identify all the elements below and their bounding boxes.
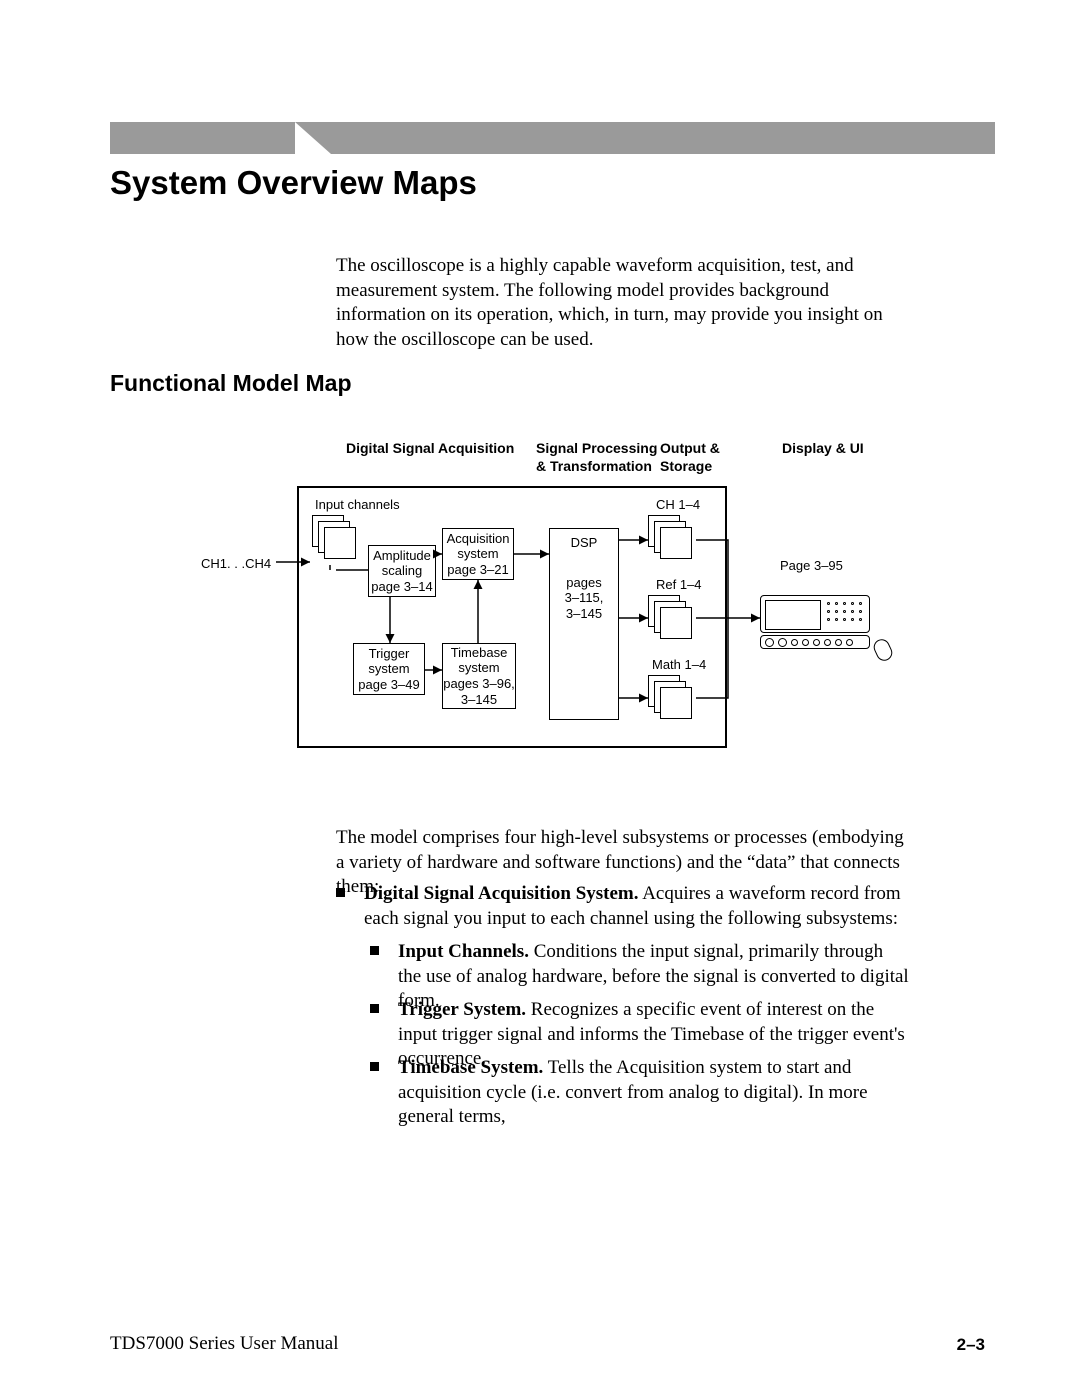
sub-bullet-timebase: Timebase System. Tells the Acquisition s… <box>370 1056 910 1130</box>
label-page395: Page 3–95 <box>780 558 843 574</box>
footer-left: TDS7000 Series User Manual <box>110 1333 339 1355</box>
dsp-title: DSP <box>552 535 616 551</box>
node-dsp: DSP pages 3–115, 3–145 <box>549 528 619 720</box>
input-stack-icon <box>312 515 356 559</box>
oscilloscope-icon <box>760 595 890 665</box>
square-bullet-icon <box>370 1004 379 1013</box>
node-trigger: Trigger system page 3–49 <box>353 643 425 695</box>
footer-page-number: 2–3 <box>957 1335 985 1355</box>
node-timebase: Timebase system pages 3–96, 3–145 <box>442 643 516 709</box>
label-math14: Math 1–4 <box>652 657 706 673</box>
square-bullet-icon <box>370 1062 379 1071</box>
square-bullet-icon <box>370 946 379 955</box>
header-notch <box>295 122 331 154</box>
header-band <box>110 122 995 154</box>
bullet-dsa: Digital Signal Acquisition System. Acqui… <box>336 882 906 931</box>
label-ch14: CH 1–4 <box>656 497 700 513</box>
section-title: Functional Model Map <box>110 370 352 397</box>
col-header-dui: Display & UI <box>782 440 864 458</box>
s2-bold: Trigger System. <box>398 999 526 1020</box>
ref14-stack-icon <box>648 595 692 639</box>
s3-bold: Timebase System. <box>398 1057 543 1078</box>
col-header-os: Output & Storage <box>660 440 720 475</box>
square-bullet-icon <box>336 888 345 897</box>
b1-bold: Digital Signal Acquisition System. <box>364 883 639 904</box>
col-header-spt: Signal Processing & Transformation <box>536 440 657 475</box>
s1-bold: Input Channels. <box>398 941 529 962</box>
page-title: System Overview Maps <box>110 164 477 202</box>
ch14-stack-icon <box>648 515 692 559</box>
math14-stack-icon <box>648 675 692 719</box>
label-ch1-ch4: CH1. . .CH4 <box>201 556 271 572</box>
node-amplitude-scaling: Amplitude scaling page 3–14 <box>368 545 436 597</box>
intro-paragraph: The oscilloscope is a highly capable wav… <box>336 254 896 353</box>
node-acquisition: Acquisition system page 3–21 <box>442 528 514 580</box>
dsp-pages: pages 3–115, 3–145 <box>552 575 616 622</box>
label-ref14: Ref 1–4 <box>656 577 702 593</box>
col-header-dsa: Digital Signal Acquisition <box>346 440 514 458</box>
label-input-channels: Input channels <box>315 497 400 513</box>
